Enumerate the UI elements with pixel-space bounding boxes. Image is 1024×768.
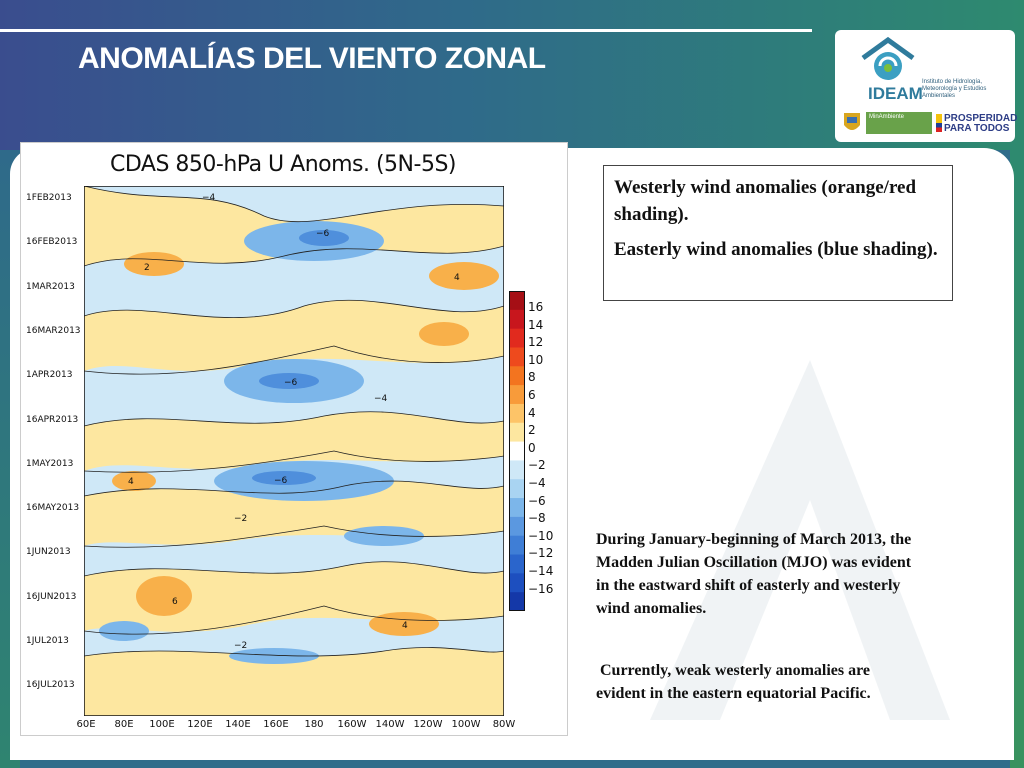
colorbar-swatch bbox=[509, 592, 525, 611]
colorbar-swatch bbox=[509, 366, 525, 386]
colorbar-swatch bbox=[509, 385, 525, 405]
contour-label: −2 bbox=[234, 641, 247, 651]
y-tick-label: 16JUL2013 bbox=[26, 680, 75, 691]
slogan: PROSPERIDAD PARA TODOS bbox=[944, 114, 1017, 134]
watermark-icon bbox=[650, 360, 950, 720]
y-tick-label: 1APR2013 bbox=[26, 370, 73, 381]
y-tick-label: 16MAR2013 bbox=[26, 325, 81, 336]
colorbar-label: −2 bbox=[528, 458, 546, 473]
y-tick-label: 16FEB2013 bbox=[26, 237, 78, 248]
contour-label: −6 bbox=[274, 476, 288, 486]
hovmoller-plot: −4 −6 2 4 −6 −4 −6 4 −2 6 4 −2 bbox=[84, 186, 504, 716]
colorbar-label: 12 bbox=[528, 335, 544, 350]
colorbar-swatch bbox=[509, 460, 525, 480]
contour-label: 6 bbox=[172, 597, 178, 607]
ministry-badge: MinAmbiente bbox=[866, 112, 932, 134]
colorbar bbox=[509, 291, 525, 611]
colorbar-swatch bbox=[509, 422, 525, 443]
x-tick-label: 160E bbox=[263, 719, 289, 730]
colorbar-swatch bbox=[509, 516, 525, 537]
y-tick-label: 16JUN2013 bbox=[26, 591, 77, 602]
logo-name: IDEAM bbox=[868, 84, 923, 103]
westerly-explanation: Westerly wind anomalies (orange/red shad… bbox=[614, 177, 917, 225]
colorbar-label: 14 bbox=[528, 317, 544, 332]
strong-easterly-cores bbox=[252, 230, 349, 485]
x-tick-label: 140E bbox=[225, 719, 251, 730]
x-tick-label: 100W bbox=[451, 719, 481, 730]
colorbar-label: 16 bbox=[528, 300, 544, 314]
contour-label: −4 bbox=[202, 193, 216, 203]
y-tick-label: 1FEB2013 bbox=[26, 193, 72, 203]
logo-subtitle: Instituto de Hidrología, Meteorología y … bbox=[922, 79, 987, 99]
contour-label: 4 bbox=[128, 477, 134, 487]
y-tick-label: 1MAR2013 bbox=[26, 281, 75, 292]
current-note: Currently, weak westerly anomalies are e… bbox=[596, 662, 875, 702]
slide-title: ANOMALÍAS DEL VIENTO ZONAL bbox=[78, 42, 546, 75]
coat-of-arms-icon bbox=[844, 113, 860, 130]
x-tick-label: 80W bbox=[492, 719, 516, 730]
y-tick-label: 16APR2013 bbox=[26, 414, 79, 425]
colorbar-swatch bbox=[509, 328, 525, 348]
contour-label: −2 bbox=[234, 514, 247, 524]
colorbar-label: 4 bbox=[528, 405, 536, 420]
colorbar-swatch bbox=[509, 498, 525, 518]
x-tick-label: 120W bbox=[413, 719, 443, 730]
colorbar-swatch bbox=[509, 554, 525, 574]
colorbar-label: 10 bbox=[528, 352, 544, 367]
flag-stripe-icon bbox=[936, 114, 942, 132]
contour-label: −6 bbox=[284, 378, 298, 388]
colorbar-swatch bbox=[509, 441, 525, 461]
y-tick-label: 16MAY2013 bbox=[26, 503, 80, 514]
x-tick-label: 160W bbox=[337, 719, 367, 730]
colorbar-swatch bbox=[509, 403, 525, 424]
colorbar-label: 6 bbox=[528, 388, 536, 402]
x-tick-label: 60E bbox=[76, 719, 96, 730]
colorbar-swatch bbox=[509, 309, 525, 330]
colorbar-label: −8 bbox=[528, 511, 546, 526]
contour-label: 4 bbox=[402, 621, 408, 631]
x-tick-label: 120E bbox=[187, 719, 213, 730]
title-underline bbox=[0, 29, 812, 32]
colorbar-label: −4 bbox=[528, 476, 546, 490]
mjo-note: During January-beginning of March 2013, … bbox=[596, 531, 912, 617]
contour-value-labels: −4 −6 2 4 −6 −4 −6 4 −2 6 4 −2 bbox=[128, 193, 460, 651]
colorbar-swatch bbox=[509, 347, 525, 367]
contour-label: 2 bbox=[144, 263, 150, 273]
y-tick-label: 1MAY2013 bbox=[26, 458, 74, 469]
colorbar-label: −10 bbox=[528, 528, 554, 543]
colorbar-swatch bbox=[509, 573, 525, 593]
colorbar-label: −12 bbox=[528, 546, 554, 561]
x-tick-label: 140W bbox=[375, 719, 405, 730]
colorbar-label: 8 bbox=[528, 370, 536, 385]
westerly-anomalies bbox=[84, 186, 504, 716]
colorbar-label: −16 bbox=[528, 581, 554, 596]
contour-label: −4 bbox=[374, 394, 388, 404]
x-tick-label: 180 bbox=[304, 719, 324, 730]
contour-label: 4 bbox=[454, 273, 460, 283]
y-tick-label: 1JUL2013 bbox=[26, 636, 69, 646]
colorbar-swatch bbox=[509, 535, 525, 556]
x-tick-label: 100E bbox=[149, 719, 175, 730]
ideam-emblem-icon bbox=[861, 36, 915, 80]
colorbar-swatch bbox=[509, 479, 525, 499]
contour-lines bbox=[84, 186, 504, 657]
slogan-line2: PARA TODOS bbox=[944, 123, 1010, 134]
x-tick-label: 80E bbox=[114, 719, 134, 730]
colorbar-label: −14 bbox=[528, 564, 554, 578]
colorbar-label: 2 bbox=[528, 423, 536, 438]
contour-label: −6 bbox=[316, 229, 330, 239]
easterly-explanation: Easterly wind anomalies (blue shading). bbox=[614, 239, 938, 260]
y-tick-label: 1JUN2013 bbox=[26, 547, 71, 558]
colorbar-label: −6 bbox=[528, 493, 546, 508]
colorbar-label: 0 bbox=[528, 440, 536, 455]
chart-title: CDAS 850-hPa U Anoms. (5N-5S) bbox=[110, 152, 457, 177]
slogan-line1: PROSPERIDAD bbox=[944, 113, 1018, 124]
legend-info-box: Westerly wind anomalies (orange/red shad… bbox=[603, 165, 953, 301]
colorbar-swatch bbox=[509, 291, 525, 311]
